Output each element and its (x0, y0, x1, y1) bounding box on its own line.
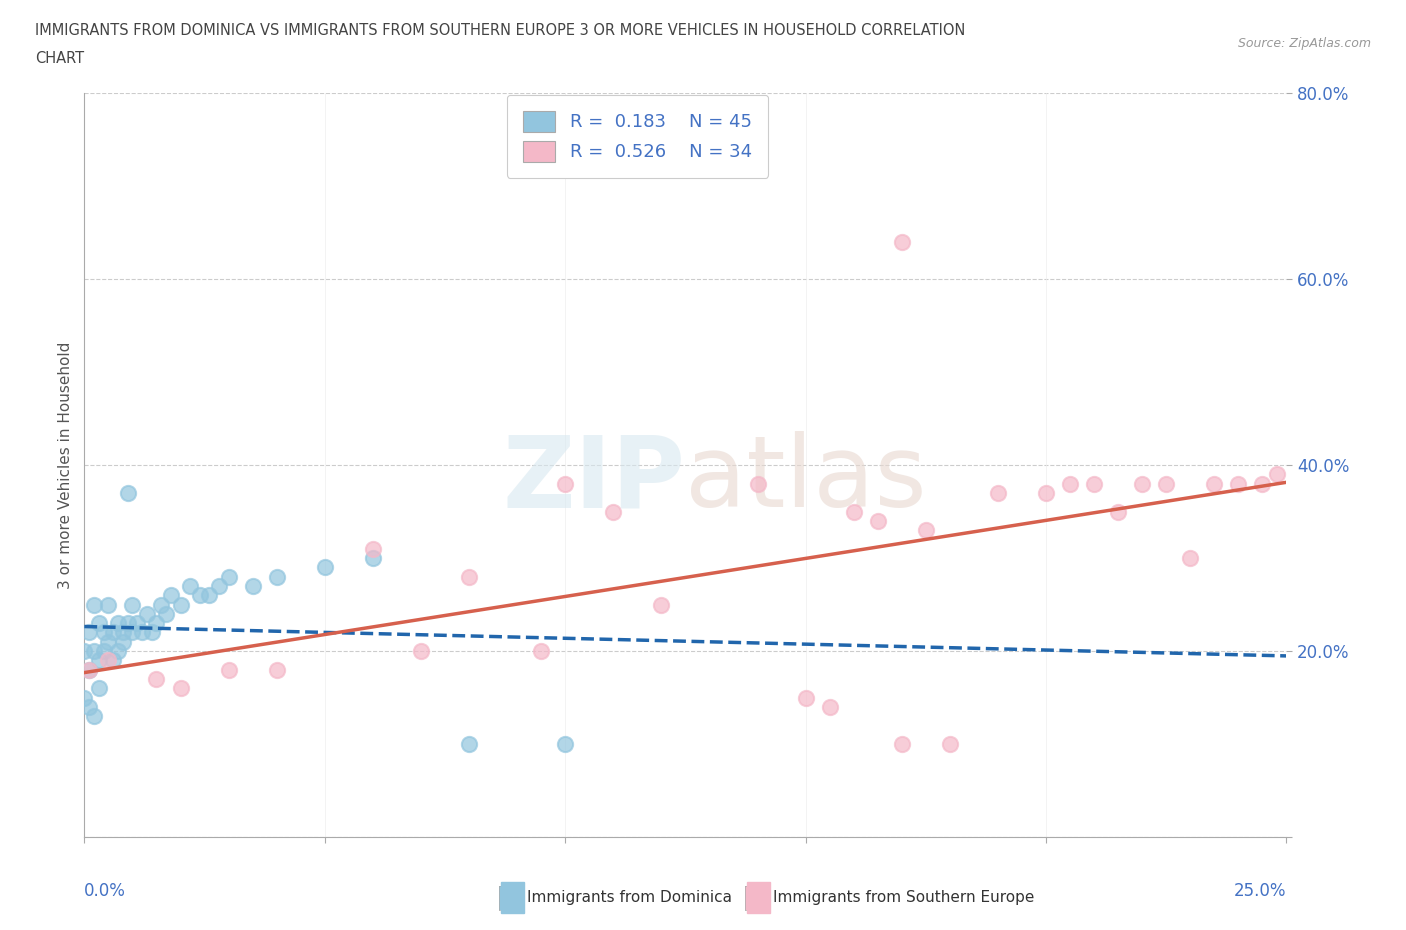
Point (83, 709, 105, 724)
Text: CHART: CHART (35, 51, 84, 66)
Point (1156, 476, 1178, 491)
Legend: R =  0.183    N = 45, R =  0.526    N = 34: R = 0.183 N = 45, R = 0.526 N = 34 (506, 95, 768, 178)
Point (77, 662, 100, 677)
Point (150, 597, 173, 612)
Point (1265, 467, 1288, 482)
Point (794, 690, 817, 705)
Point (198, 588, 221, 603)
Point (361, 541, 384, 556)
Point (141, 625, 163, 640)
Text: atlas: atlas (686, 432, 927, 528)
Point (1035, 485, 1057, 500)
Point (1130, 476, 1153, 491)
Point (409, 644, 432, 658)
Point (83, 644, 105, 658)
Point (915, 523, 938, 538)
Point (83, 597, 105, 612)
Point (266, 569, 288, 584)
Point (97, 597, 120, 612)
Text: ZIP: ZIP (502, 432, 686, 528)
Point (87, 616, 110, 631)
Point (77, 625, 100, 640)
Point (554, 737, 576, 751)
Point (188, 588, 211, 603)
Text: IMMIGRANTS FROM DOMINICA VS IMMIGRANTS FROM SOUTHERN EUROPE 3 OR MORE VEHICLES I: IMMIGRANTS FROM DOMINICA VS IMMIGRANTS F… (35, 23, 966, 38)
Text: Source: ZipAtlas.com: Source: ZipAtlas.com (1237, 37, 1371, 50)
Text: Immigrants from Southern Europe: Immigrants from Southern Europe (773, 890, 1035, 905)
Point (458, 569, 481, 584)
Point (218, 569, 240, 584)
Point (554, 476, 576, 491)
Point (602, 504, 624, 519)
Text: Immigrants from Dominica: Immigrants from Dominica (527, 890, 733, 905)
Point (1083, 476, 1105, 491)
Point (169, 681, 191, 696)
Point (530, 644, 553, 658)
Text: 0.0%: 0.0% (84, 882, 127, 899)
Point (866, 513, 889, 528)
Point (117, 485, 139, 500)
Point (1180, 551, 1202, 565)
Point (1227, 476, 1250, 491)
Point (145, 616, 167, 631)
Point (103, 653, 125, 668)
Point (1204, 476, 1226, 491)
Point (93, 625, 115, 640)
Point (208, 578, 231, 593)
Point (818, 699, 841, 714)
Point (314, 560, 336, 575)
Point (179, 578, 201, 593)
Point (87, 653, 110, 668)
Point (145, 671, 167, 686)
Point (77, 699, 100, 714)
Point (1059, 476, 1081, 491)
Point (103, 625, 125, 640)
Point (131, 625, 153, 640)
Point (650, 597, 672, 612)
Point (107, 644, 129, 658)
Point (107, 616, 129, 631)
Point (160, 588, 183, 603)
Point (73, 644, 96, 658)
Point (97, 653, 120, 668)
Text: 25.0%: 25.0% (1234, 882, 1286, 899)
Point (117, 616, 139, 631)
Point (111, 625, 134, 640)
Point (93, 644, 115, 658)
Point (361, 551, 384, 565)
Point (890, 737, 912, 751)
Point (1251, 476, 1274, 491)
Point (77, 662, 100, 677)
Point (73, 690, 96, 705)
Point (458, 737, 481, 751)
Point (218, 662, 240, 677)
Point (747, 476, 769, 491)
Point (169, 597, 191, 612)
Point (135, 606, 157, 621)
Point (111, 634, 134, 649)
Point (266, 662, 288, 677)
Point (842, 504, 865, 519)
Point (121, 597, 143, 612)
Point (87, 681, 110, 696)
Point (1107, 504, 1129, 519)
Point (121, 625, 143, 640)
Point (890, 234, 912, 249)
Point (939, 737, 962, 751)
Y-axis label: 3 or more Vehicles in Household: 3 or more Vehicles in Household (58, 341, 73, 589)
Point (242, 578, 264, 593)
Point (155, 606, 177, 621)
Point (127, 616, 149, 631)
Point (987, 485, 1010, 500)
Point (97, 634, 120, 649)
